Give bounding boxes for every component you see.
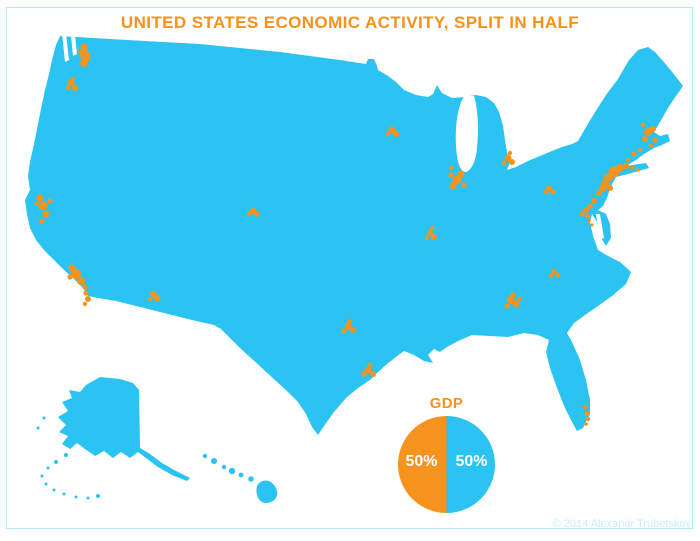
lower48-landmass <box>25 36 683 435</box>
copyright-credit: © 2014 Alexandr Trubetskoy <box>552 518 691 530</box>
metro-blob-washington-dc <box>579 207 591 219</box>
metro-blob-hartford <box>626 147 643 162</box>
metro-blob-houston <box>361 362 376 377</box>
puget-sound-inlet <box>62 33 69 62</box>
gdp-pie-title: GDP <box>429 395 464 412</box>
metro-blob-pittsburgh <box>543 185 556 195</box>
metro-blob-st-louis <box>424 226 437 241</box>
metro-blob-san-diego <box>82 290 91 307</box>
metro-blob-atlanta <box>504 292 523 309</box>
lake-michigan <box>455 96 478 172</box>
page-title: UNITED STATES ECONOMIC ACTIVITY, SPLIT I… <box>120 13 580 32</box>
metro-blob-charlotte <box>549 269 561 278</box>
metro-blob-phoenix <box>147 291 161 302</box>
metro-blob-sf-bay <box>34 194 50 224</box>
metro-blob-boston <box>640 122 658 149</box>
pie-slice-metro-label: 50% <box>405 453 438 470</box>
metro-blobs <box>34 43 658 426</box>
hawaii-islands <box>202 453 278 503</box>
metro-blob-portland <box>65 77 78 91</box>
metro-blob-chicago <box>448 165 467 190</box>
metro-blob-seattle <box>78 43 91 67</box>
alaska <box>58 377 190 481</box>
puget-sound-inlet <box>71 35 77 56</box>
metro-blob-baltimore <box>587 198 597 209</box>
metro-blob-richmond <box>587 219 594 227</box>
pie-slice-rest-label: 50% <box>455 453 488 470</box>
metro-blob-detroit <box>501 150 515 166</box>
chesapeake-bay <box>596 214 604 240</box>
metro-blob-philadelphia <box>596 181 610 196</box>
metro-blob-miami <box>582 404 591 426</box>
aleutian-islands <box>36 416 100 500</box>
metro-blob-dallas <box>341 318 356 334</box>
gdp-pie-chart <box>398 416 495 513</box>
metro-blob-denver <box>246 207 260 217</box>
metro-blob-minneapolis <box>385 126 399 137</box>
metro-blob-los-angeles <box>67 264 88 290</box>
metro-blob-sacramento <box>47 198 53 204</box>
